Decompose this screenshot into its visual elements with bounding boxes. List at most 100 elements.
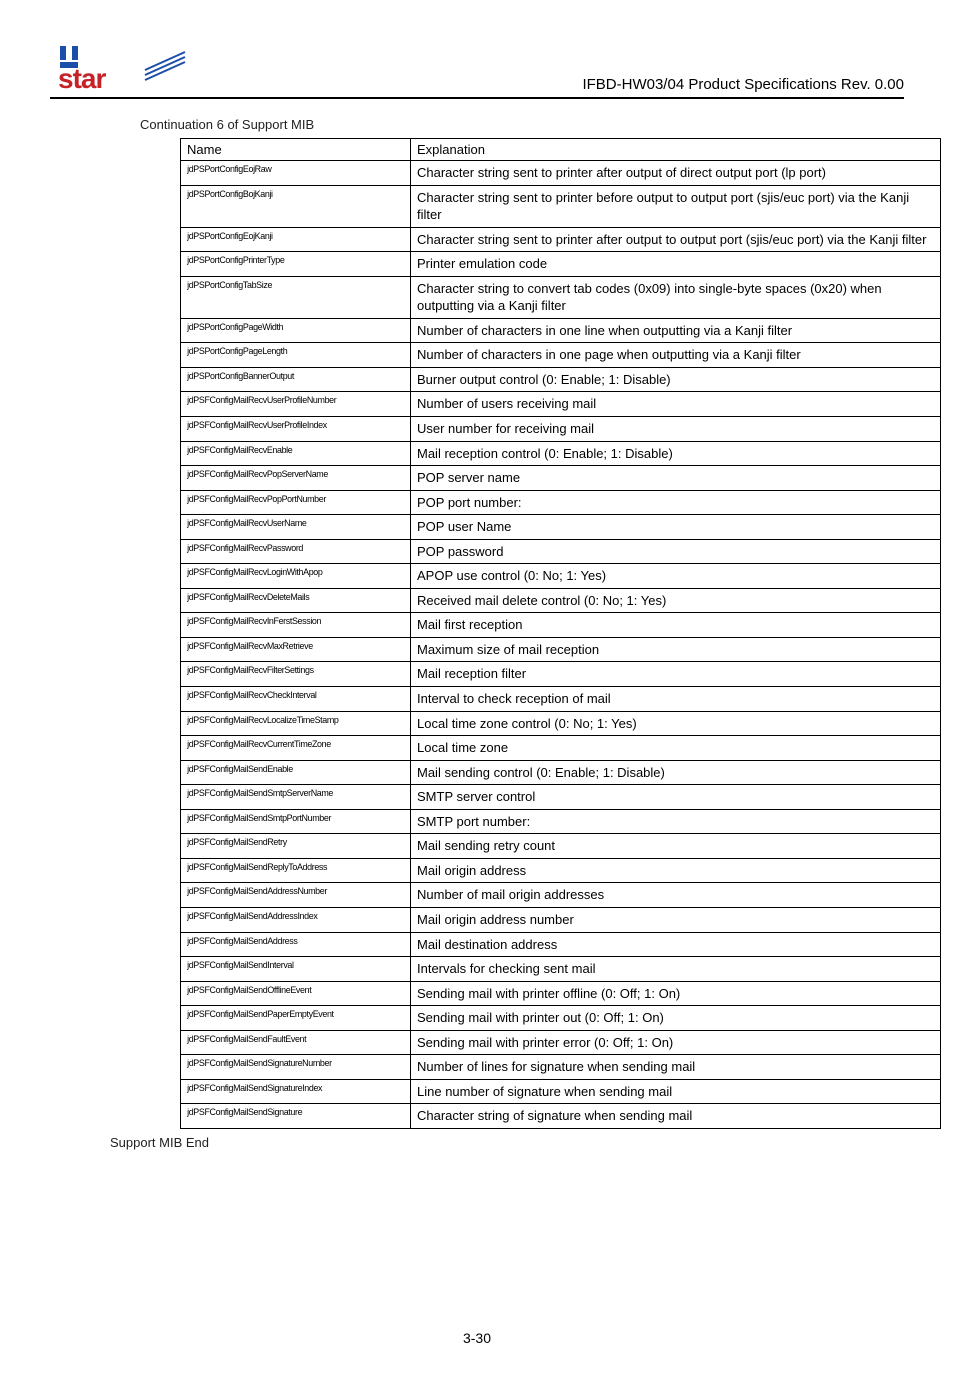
table-row: jdPSFConfigMailSendSignatureIndex Line nu…	[181, 1079, 941, 1104]
table-row: jdPSFConfigMailSendEnable Mail sending co…	[181, 760, 941, 785]
mib-name-cell: jdPSFConfigMailSendSignatureNumber	[181, 1055, 397, 1080]
mib-explanation-cell: Character string of signature when sendi…	[411, 1104, 941, 1129]
mib-name-cell: jdPSFConfigMailSendRetry	[181, 834, 397, 859]
table-row: jdPSPortConfigPageLengthNumber of charac…	[181, 343, 941, 368]
mib-explanation-cell: Mail reception filter	[411, 662, 941, 687]
mib-explanation-cell: Sending mail with printer out (0: Off; 1…	[411, 1006, 941, 1031]
table-row: jdPSPortConfigPrinterTypePrinter emulati…	[181, 252, 941, 277]
mib-explanation-cell: Mail destination address	[411, 932, 941, 957]
mib-explanation-cell: Number of mail origin addresses	[411, 883, 941, 908]
mib-name-cell: jdPSFConfigMailRecvEnable	[181, 441, 397, 466]
table-row: jdPSFConfigMailRecvEnable Mail reception …	[181, 441, 941, 466]
column-header-name: Name	[181, 139, 411, 161]
mib-explanation-cell: Maximum size of mail reception	[411, 637, 941, 662]
mib-name-cell: jdPSFConfigMailSendAddressIndex	[181, 907, 397, 932]
table-row: jdPSFConfigMailRecvMaxRetrieve Maximum si…	[181, 637, 941, 662]
mib-explanation-cell: Intervals for checking sent mail	[411, 957, 941, 982]
mib-name-cell: jdPSFConfigMailRecvInFerstSession	[181, 613, 397, 638]
mib-name-cell: jdPSPortConfigEojRaw	[181, 161, 397, 186]
mib-explanation-cell: Burner output control (0: Enable; 1: Dis…	[411, 367, 941, 392]
mib-explanation-cell: POP user Name	[411, 515, 941, 540]
mib-name-cell: jdPSFConfigMailSendOfflineEvent	[181, 981, 397, 1006]
table-row: jdPSPortConfigTabSizeCharacter string to…	[181, 276, 941, 318]
table-row: jdPSPortConfigBojKanjiCharacter string s…	[181, 185, 941, 227]
mib-explanation-cell: POP server name	[411, 466, 941, 491]
mib-name-cell: jdPSFConfigMailSendSmtpServerName	[181, 785, 397, 810]
mib-name-cell: jdPSFConfigMailSendFaultEvent	[181, 1030, 397, 1055]
table-row: jdPSFConfigMailSendSignatureCharacter st…	[181, 1104, 941, 1129]
table-row: jdPSPortConfigBannerOutputBurner output …	[181, 367, 941, 392]
mib-explanation-cell: Local time zone control (0: No; 1: Yes)	[411, 711, 941, 736]
table-row: jdPSFConfigMailRecvPopServerName POP serv…	[181, 466, 941, 491]
mib-name-cell: jdPSFConfigMailSendAddressNumber	[181, 883, 397, 908]
mib-name-cell: jdPSFConfigMailRecvLoginWithApop	[181, 564, 397, 589]
mib-explanation-cell: Number of lines for signature when sendi…	[411, 1055, 941, 1080]
mib-name-cell: jdPSFConfigMailSendEnable	[181, 760, 397, 785]
page-number: 3-30	[50, 1330, 904, 1346]
mib-explanation-cell: Number of users receiving mail	[411, 392, 941, 417]
mib-explanation-cell: SMTP port number:	[411, 809, 941, 834]
mib-name-cell: jdPSFConfigMailSendReplyToAddress	[181, 858, 397, 883]
table-row: jdPSFConfigMailSendFaultEvent Sending mai…	[181, 1030, 941, 1055]
mib-explanation-cell: Local time zone	[411, 736, 941, 761]
table-row: jdPSFConfigMailRecvUserNamePOP user Name	[181, 515, 941, 540]
mib-name-cell: jdPSFConfigMailSendSignatureIndex	[181, 1079, 397, 1104]
table-header-row: Name Explanation	[181, 139, 941, 161]
mib-name-cell: jdPSFConfigMailRecvDeleteMails	[181, 588, 397, 613]
table-row: jdPSFConfigMailRecvPassword POP password	[181, 539, 941, 564]
mib-name-cell: jdPSFConfigMailRecvUserProfileNumber	[181, 392, 397, 417]
mib-explanation-cell: Mail first reception	[411, 613, 941, 638]
mib-name-cell: jdPSPortConfigPageWidth	[181, 318, 397, 343]
mib-name-cell: jdPSFConfigMailRecvPopPortNumber	[181, 490, 397, 515]
mib-explanation-cell: POP password	[411, 539, 941, 564]
mib-explanation-cell: APOP use control (0: No; 1: Yes)	[411, 564, 941, 589]
mib-explanation-cell: Character string sent to printer before …	[411, 185, 941, 227]
mib-explanation-cell: Number of characters in one line when ou…	[411, 318, 941, 343]
table-row: jdPSFConfigMailRecvDeleteMails Received m…	[181, 588, 941, 613]
mib-explanation-cell: Line number of signature when sending ma…	[411, 1079, 941, 1104]
table-row: jdPSFConfigMailSendSmtpServerName SMTP se…	[181, 785, 941, 810]
table-row: jdPSFConfigMailSendAddressIndex Mail orig…	[181, 907, 941, 932]
table-row: jdPSFConfigMailRecvUserProfileNumber Numb…	[181, 392, 941, 417]
table-row: jdPSPortConfigEojRaw Character string sen…	[181, 161, 941, 186]
mib-explanation-cell: Mail sending control (0: Enable; 1: Disa…	[411, 760, 941, 785]
table-row: jdPSFConfigMailRecvLocalizeTimeStampLoca…	[181, 711, 941, 736]
table-row: jdPSFConfigMailRecvPopPortNumber POP port…	[181, 490, 941, 515]
mib-explanation-cell: Character string to convert tab codes (0…	[411, 276, 941, 318]
mib-name-cell: jdPSFConfigMailRecvMaxRetrieve	[181, 637, 397, 662]
mib-explanation-cell: Mail origin address number	[411, 907, 941, 932]
table-row: jdPSFConfigMailSendIntervalIntervals for…	[181, 957, 941, 982]
mib-name-cell: jdPSFConfigMailRecvPassword	[181, 539, 397, 564]
mib-explanation-cell: Sending mail with printer error (0: Off;…	[411, 1030, 941, 1055]
mib-name-cell: jdPSFConfigMailRecvCheckInterval	[181, 687, 397, 712]
mib-name-cell: jdPSFConfigMailSendPaperEmptyEvent	[181, 1006, 397, 1031]
table-end-caption: Support MIB End	[110, 1135, 904, 1150]
page: star IFBD-HW03/04 Product Specifications…	[0, 0, 954, 1386]
mib-explanation-cell: Mail reception control (0: Enable; 1: Di…	[411, 441, 941, 466]
mib-explanation-cell: Received mail delete control (0: No; 1: …	[411, 588, 941, 613]
mib-explanation-cell: Number of characters in one page when ou…	[411, 343, 941, 368]
column-header-explanation: Explanation	[411, 139, 941, 161]
table-caption: Continuation 6 of Support MIB	[140, 117, 904, 132]
mib-explanation-cell: SMTP server control	[411, 785, 941, 810]
table-row: jdPSFConfigMailSendReplyToAddress Mail or…	[181, 858, 941, 883]
mib-explanation-cell: User number for receiving mail	[411, 417, 941, 442]
mib-name-cell: jdPSFConfigMailRecvUserProfileIndex	[181, 417, 397, 442]
mib-support-table: Name Explanation jdPSPortConfigEojRaw Cha…	[180, 138, 941, 1129]
table-row: jdPSFConfigMailSendPaperEmptyEvent Sendin…	[181, 1006, 941, 1031]
brand-logo: star	[50, 40, 200, 95]
mib-explanation-cell: Sending mail with printer offline (0: Of…	[411, 981, 941, 1006]
table-row: jdPSFConfigMailRecvFilterSettingsMail re…	[181, 662, 941, 687]
table-row: jdPSPortConfigEojKanjiCharacter string s…	[181, 227, 941, 252]
table-row: jdPSFConfigMailSendAddressNumber Number o…	[181, 883, 941, 908]
mib-explanation-cell: Character string sent to printer after o…	[411, 161, 941, 186]
table-row: jdPSFConfigMailSendSignatureNumber Number…	[181, 1055, 941, 1080]
mib-name-cell: jdPSFConfigMailRecvCurrentTimeZone	[181, 736, 397, 761]
table-row: jdPSFConfigMailSendAddress Mail destinati…	[181, 932, 941, 957]
mib-name-cell: jdPSFConfigMailRecvPopServerName	[181, 466, 397, 491]
mib-name-cell: jdPSFConfigMailSendAddress	[181, 932, 397, 957]
mib-explanation-cell: Mail sending retry count	[411, 834, 941, 859]
page-header: star IFBD-HW03/04 Product Specifications…	[50, 40, 904, 99]
mib-explanation-cell: POP port number:	[411, 490, 941, 515]
mib-explanation-cell: Mail origin address	[411, 858, 941, 883]
